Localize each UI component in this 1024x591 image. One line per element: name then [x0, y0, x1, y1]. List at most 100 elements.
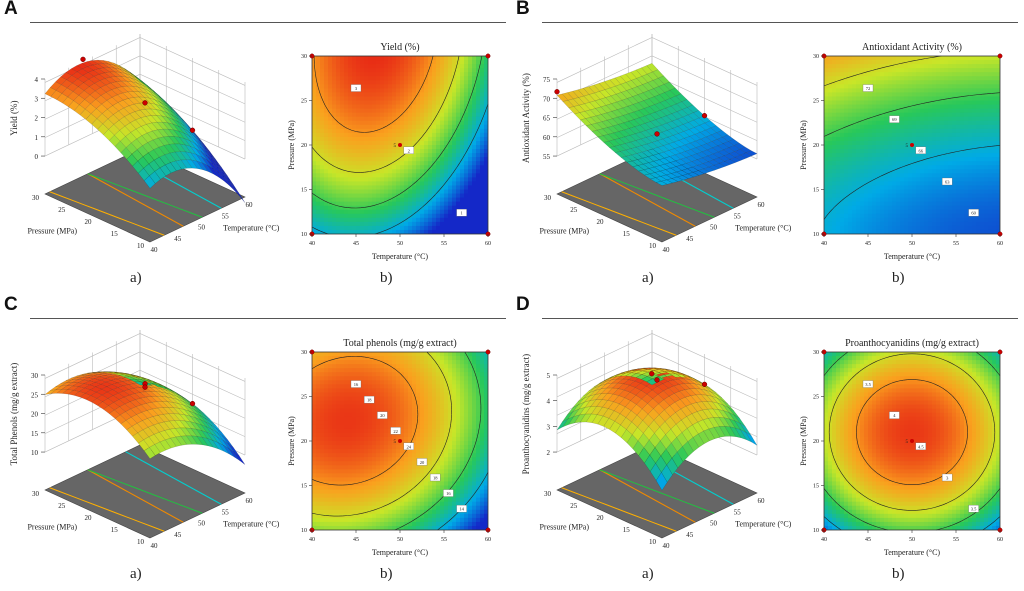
heatmap-cell	[836, 149, 841, 154]
heatmap-cell	[452, 189, 457, 195]
surface-cell	[199, 143, 212, 157]
surface-cell	[132, 81, 144, 89]
heatmap-cell	[832, 128, 837, 134]
heatmap-cell	[316, 217, 321, 223]
heatmap-cell	[440, 193, 445, 199]
surface-cell	[147, 86, 159, 96]
heatmap-cell	[320, 213, 325, 219]
contour-segment	[863, 182, 869, 186]
heatmap-cell	[912, 149, 917, 154]
heatmap-cell	[876, 173, 881, 178]
heatmap-cell	[368, 120, 373, 126]
heatmap-cell	[420, 96, 425, 102]
heatmap-cell	[928, 161, 933, 166]
heatmap-cell	[324, 92, 329, 98]
heatmap-cell	[396, 153, 401, 158]
contour-segment	[329, 202, 335, 206]
heatmap-cell	[344, 221, 349, 227]
heatmap-cell	[352, 140, 357, 146]
heatmap-cell	[384, 169, 389, 174]
heatmap-cell	[472, 124, 477, 130]
heatmap-cell	[884, 64, 889, 69]
heatmap-cell	[988, 201, 993, 207]
heatmap-cell	[400, 165, 405, 170]
heatmap-cell	[368, 128, 373, 134]
heatmap-cell	[944, 165, 949, 170]
heatmap-cell	[888, 165, 893, 170]
heatmap-cell	[872, 213, 877, 219]
heatmap-cell	[460, 145, 465, 150]
heatmap-cell	[864, 56, 869, 61]
contour-segment	[982, 146, 987, 148]
heatmap-cell	[312, 217, 317, 223]
heatmap-cell	[844, 169, 849, 174]
heatmap-cell	[884, 181, 889, 187]
heatmap-cell	[440, 56, 445, 61]
heatmap-cell	[432, 157, 437, 162]
heatmap-cell	[868, 76, 873, 81]
y-tick-label: 25	[301, 99, 307, 105]
contour-segment	[484, 109, 487, 114]
heatmap-cell	[908, 136, 913, 142]
contour-segment	[478, 122, 482, 127]
heatmap-cell	[864, 132, 869, 138]
heatmap-cell	[988, 92, 993, 98]
heatmap-cell	[460, 116, 465, 122]
heatmap-cell	[872, 56, 877, 61]
heatmap-cell	[920, 201, 925, 207]
heatmap-cell	[916, 209, 921, 215]
heatmap-cell	[412, 56, 417, 61]
heatmap-cell	[972, 217, 977, 223]
contour-segment	[351, 129, 357, 132]
heatmap-cell	[940, 157, 945, 162]
surface-cell	[194, 139, 206, 152]
heatmap-cell	[828, 153, 833, 158]
heatmap-cell	[376, 80, 381, 85]
x-tick-label: 55	[734, 212, 742, 220]
heatmap-cell	[400, 145, 405, 150]
heatmap-cell	[436, 229, 441, 234]
heatmap-cell	[460, 213, 465, 219]
heatmap-cell	[952, 68, 957, 73]
heatmap-cell	[968, 108, 973, 114]
heatmap-cell	[868, 136, 873, 142]
heatmap-cell	[892, 104, 897, 110]
heatmap-cell	[324, 157, 329, 162]
heatmap-cell	[936, 56, 941, 61]
heatmap-cell	[848, 92, 853, 98]
heatmap-cell	[848, 201, 853, 207]
heatmap-cell	[912, 60, 917, 65]
heatmap-cell	[956, 128, 961, 134]
surface-cell	[134, 102, 146, 111]
heatmap-cell	[864, 161, 869, 166]
heatmap-cell	[912, 165, 917, 170]
heatmap-cell	[892, 140, 897, 146]
heatmap-cell	[336, 197, 341, 203]
heatmap-cell	[868, 217, 873, 223]
heatmap-cell	[844, 205, 849, 211]
heatmap-cell	[992, 181, 997, 187]
heatmap-cell	[828, 108, 833, 114]
surface-cell	[170, 106, 182, 119]
heatmap-cell	[964, 173, 969, 178]
heatmap-cell	[948, 181, 953, 187]
heatmap-cell	[320, 132, 325, 138]
heatmap-cell	[460, 76, 465, 81]
heatmap-cell	[956, 68, 961, 73]
heatmap-cell	[372, 104, 377, 110]
heatmap-cell	[972, 136, 977, 142]
surface-cell	[696, 151, 709, 159]
surface-cell	[599, 89, 612, 98]
heatmap-cell	[992, 80, 997, 85]
heatmap-cell	[972, 225, 977, 231]
heatmap-cell	[912, 56, 917, 61]
heatmap-cell	[316, 84, 321, 89]
z-tick-label: 1	[35, 134, 39, 142]
heatmap-cell	[356, 153, 361, 158]
heatmap-cell	[916, 128, 921, 134]
heatmap-cell	[476, 169, 481, 174]
heatmap-cell	[348, 161, 353, 166]
heatmap-cell	[440, 161, 445, 166]
heatmap-cell	[956, 181, 961, 187]
heatmap-cell	[884, 201, 889, 207]
